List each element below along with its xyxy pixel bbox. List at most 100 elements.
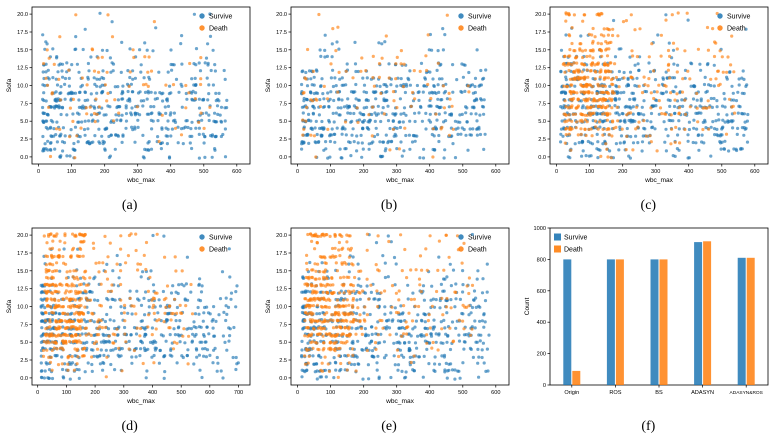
svg-text:15.0: 15.0 <box>535 48 546 54</box>
panel-caption-b: (b) <box>380 198 398 213</box>
svg-text:Death: Death <box>209 246 228 253</box>
svg-text:wbc_max: wbc_max <box>385 177 415 184</box>
svg-text:17.5: 17.5 <box>17 251 28 257</box>
scatter-plot-c: 0 100 200 300 400 500 600 0.0 2.5 5.0 7.5 10.0 12.5 1… <box>524 6 769 184</box>
svg-text:20.0: 20.0 <box>276 12 287 18</box>
scatter-plot-origin: 0 100 200 300 400 500 600 0.0 2.5 5.0 7.5 10.0 12.5 1… <box>6 6 251 184</box>
svg-text:Sofa: Sofa <box>265 78 272 92</box>
svg-text:200: 200 <box>359 169 368 175</box>
svg-text:0.0: 0.0 <box>539 155 547 161</box>
svg-text:400: 400 <box>537 320 546 326</box>
svg-text:wbc_max: wbc_max <box>385 398 415 405</box>
svg-text:600: 600 <box>205 390 214 396</box>
panel-caption-f: (f) <box>641 418 656 434</box>
svg-text:0.0: 0.0 <box>20 375 28 381</box>
svg-text:600: 600 <box>232 169 241 175</box>
panel-caption-c: (c) <box>640 198 657 213</box>
panel-e: 0 100 200 300 400 500 600 0.0 2.5 5.0 7.5 10.0 12.5 1… <box>259 221 518 441</box>
svg-text:1000: 1000 <box>534 226 546 232</box>
bar-chart-resampling-count: 0 200 400 600 800 1000 Origin ROS BS ADASYN ADASYN… <box>524 226 769 396</box>
svg-text:Sofa: Sofa <box>6 78 13 92</box>
svg-text:ROS: ROS <box>610 390 622 396</box>
svg-text:700: 700 <box>233 390 242 396</box>
svg-text:0: 0 <box>296 390 299 396</box>
svg-text:200: 200 <box>359 390 368 396</box>
svg-text:15.0: 15.0 <box>17 268 28 274</box>
svg-text:600: 600 <box>537 288 546 294</box>
svg-text:20.0: 20.0 <box>276 233 287 239</box>
svg-text:5.0: 5.0 <box>539 119 547 125</box>
svg-text:Death: Death <box>468 246 487 253</box>
svg-text:17.5: 17.5 <box>276 251 287 257</box>
svg-text:Count: Count <box>524 297 531 315</box>
svg-text:10.0: 10.0 <box>276 304 287 310</box>
svg-text:17.5: 17.5 <box>276 30 287 36</box>
svg-text:400: 400 <box>425 390 434 396</box>
svg-text:Death: Death <box>727 25 746 32</box>
svg-text:300: 300 <box>119 390 128 396</box>
panel-caption-e: (e) <box>381 418 397 434</box>
svg-text:12.5: 12.5 <box>276 66 287 72</box>
svg-text:300: 300 <box>651 169 660 175</box>
svg-text:Survive: Survive <box>564 234 587 241</box>
svg-text:0: 0 <box>37 169 40 175</box>
svg-text:0.0: 0.0 <box>279 375 287 381</box>
svg-text:100: 100 <box>67 169 76 175</box>
svg-text:200: 200 <box>618 169 627 175</box>
svg-text:100: 100 <box>585 169 594 175</box>
svg-text:Death: Death <box>564 246 583 253</box>
svg-text:300: 300 <box>133 169 142 175</box>
svg-text:400: 400 <box>147 390 156 396</box>
svg-text:7.5: 7.5 <box>20 101 28 107</box>
svg-text:400: 400 <box>425 169 434 175</box>
svg-text:wbc_max: wbc_max <box>644 177 674 184</box>
svg-text:300: 300 <box>392 390 401 396</box>
svg-text:20.0: 20.0 <box>17 233 28 239</box>
panel-d: 0 100 200 300 400 500 600 700 0.0 2.5 5.0 7.5 10.0 12… <box>0 221 259 441</box>
svg-text:12.5: 12.5 <box>535 66 546 72</box>
svg-text:15.0: 15.0 <box>276 48 287 54</box>
svg-text:12.5: 12.5 <box>276 286 287 292</box>
svg-text:200: 200 <box>100 169 109 175</box>
svg-text:Survive: Survive <box>468 13 491 20</box>
svg-text:100: 100 <box>326 169 335 175</box>
svg-text:2.5: 2.5 <box>279 137 287 143</box>
svg-text:Survive: Survive <box>468 234 491 241</box>
svg-text:7.5: 7.5 <box>539 101 547 107</box>
panel-caption-a: (a) <box>121 198 138 213</box>
svg-text:0: 0 <box>296 169 299 175</box>
svg-text:2.5: 2.5 <box>279 358 287 364</box>
svg-text:500: 500 <box>176 390 185 396</box>
scatter-plot-d: 0 100 200 300 400 500 600 700 0.0 2.5 5.0 7.5 10.0 12… <box>6 227 251 405</box>
panel-b: 0 100 200 300 400 500 600 0.0 2.5 5.0 7.5 10.0 12.5 1… <box>259 0 518 221</box>
svg-text:10.0: 10.0 <box>535 84 546 90</box>
svg-text:800: 800 <box>537 257 546 263</box>
svg-text:17.5: 17.5 <box>17 30 28 36</box>
svg-text:wbc_max: wbc_max <box>126 177 156 184</box>
svg-text:BS: BS <box>656 390 664 396</box>
svg-text:0: 0 <box>555 169 558 175</box>
svg-text:20.0: 20.0 <box>17 12 28 18</box>
svg-text:2.5: 2.5 <box>20 358 28 364</box>
panel-f: 0 200 400 600 800 1000 Origin ROS BS ADASYN ADASYN… <box>519 221 778 441</box>
svg-text:15.0: 15.0 <box>17 48 28 54</box>
svg-text:300: 300 <box>392 169 401 175</box>
svg-text:0: 0 <box>543 383 546 389</box>
svg-text:Origin: Origin <box>565 390 580 396</box>
scatter-plot-e: 0 100 200 300 400 500 600 0.0 2.5 5.0 7.5 10.0 12.5 1… <box>265 227 510 405</box>
svg-text:5.0: 5.0 <box>279 119 287 125</box>
scatter-plot-b: 0 100 200 300 400 500 600 0.0 2.5 5.0 7.5 10.0 12.5 1… <box>265 6 510 184</box>
svg-text:Death: Death <box>468 25 487 32</box>
panel-c: 0 100 200 300 400 500 600 0.0 2.5 5.0 7.5 10.0 12.5 1… <box>519 0 778 221</box>
svg-text:600: 600 <box>750 169 759 175</box>
svg-text:Sofa: Sofa <box>265 299 272 313</box>
svg-text:Survive: Survive <box>727 13 750 20</box>
svg-text:15.0: 15.0 <box>276 268 287 274</box>
svg-text:5.0: 5.0 <box>20 340 28 346</box>
svg-text:5.0: 5.0 <box>279 340 287 346</box>
svg-text:20.0: 20.0 <box>535 12 546 18</box>
svg-text:7.5: 7.5 <box>279 101 287 107</box>
svg-text:400: 400 <box>166 169 175 175</box>
svg-text:0: 0 <box>36 390 39 396</box>
